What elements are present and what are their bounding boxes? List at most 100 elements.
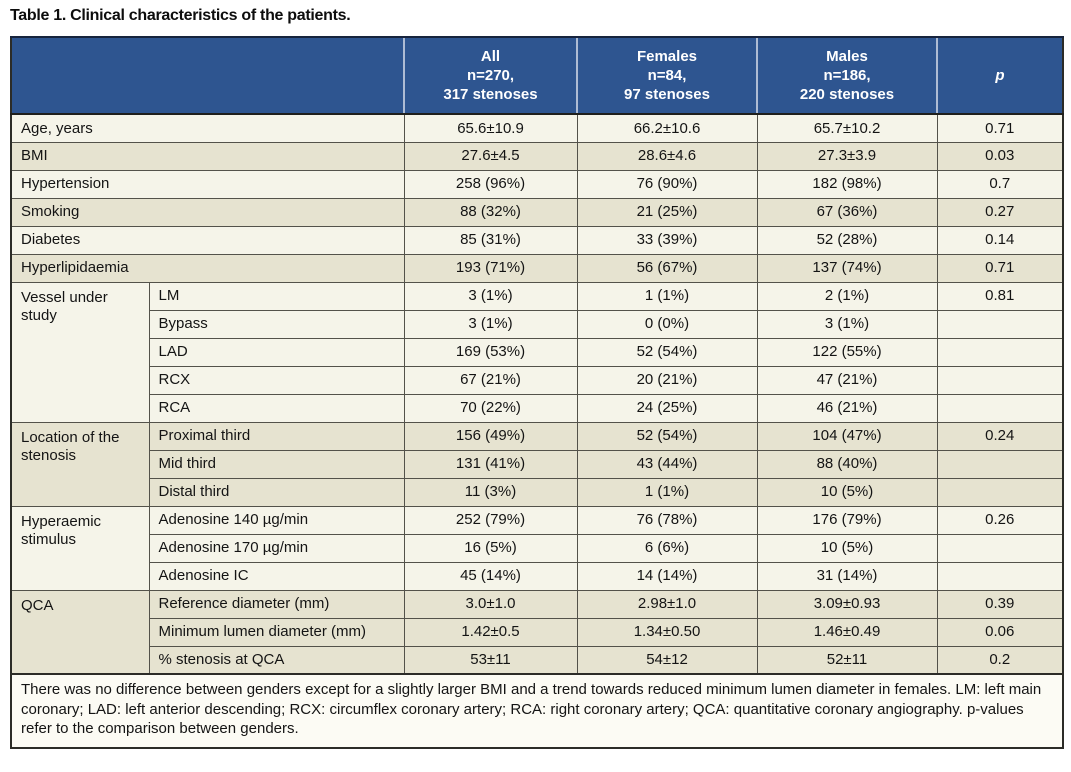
cell-females: 66.2±10.6 xyxy=(576,113,758,143)
table-footnote: There was no difference between genders … xyxy=(11,673,1063,748)
cell-all: 252 (79%) xyxy=(403,505,578,535)
cell-females: 21 (25%) xyxy=(576,197,758,227)
row-label: Hyperlipidaemia xyxy=(10,253,405,283)
cell-p xyxy=(936,561,1064,591)
row-label: Age, years xyxy=(10,113,405,143)
cell-males: 2 (1%) xyxy=(756,281,938,311)
cell-males: 31 (14%) xyxy=(756,561,938,591)
cell-females: 6 (6%) xyxy=(576,533,758,563)
sub-label: Distal third xyxy=(148,477,405,507)
table-header: All n=270, 317 stenoses Females n=84, 97… xyxy=(11,36,1063,115)
table-row: QCA Reference diameter (mm) 3.0±1.0 2.98… xyxy=(10,589,1064,675)
cell-females: 56 (67%) xyxy=(576,253,758,283)
sub-label: Adenosine 140 µg/min xyxy=(148,505,405,535)
cell-males: 10 (5%) xyxy=(756,477,938,507)
cell-males: 47 (21%) xyxy=(756,365,938,395)
cell-p xyxy=(936,365,1064,395)
row-label: Smoking xyxy=(10,197,405,227)
table-row: Bypass 3 (1%) 0 (0%) 3 (1%) xyxy=(11,309,1064,339)
table-row: Adenosine IC 45 (14%) 14 (14%) 31 (14%) xyxy=(11,561,1064,591)
row-label: BMI xyxy=(10,141,405,171)
table-row: Location of the stenosis Proximal third … xyxy=(10,421,1064,507)
cell-all: 3 (1%) xyxy=(403,281,578,311)
cell-females: 24 (25%) xyxy=(576,393,758,423)
cell-p: 0.81 xyxy=(936,281,1064,311)
header-blank-cell xyxy=(11,36,404,115)
table-footnote-row: There was no difference between genders … xyxy=(11,673,1063,748)
cell-p: 0.24 xyxy=(936,421,1064,451)
sub-label: Minimum lumen diameter (mm) xyxy=(148,617,405,647)
cell-all: 131 (41%) xyxy=(403,449,578,479)
header-col-p: p xyxy=(936,36,1063,115)
cell-all: 65.6±10.9 xyxy=(403,113,578,143)
sub-label: Adenosine IC xyxy=(148,561,405,591)
cell-all: 3 (1%) xyxy=(403,309,578,339)
cell-p: 0.26 xyxy=(936,505,1064,535)
cell-p: 0.39 xyxy=(936,589,1064,619)
sub-label: LM xyxy=(148,281,405,311)
row-label: Diabetes xyxy=(10,225,405,255)
cell-p xyxy=(936,393,1064,423)
table-row: Smoking 88 (32%) 21 (25%) 67 (36%) 0.27 xyxy=(10,197,1064,227)
group-label-hyperaemic: Hyperaemic stimulus xyxy=(10,505,150,591)
sub-label: % stenosis at QCA xyxy=(148,645,405,675)
cell-females: 28.6±4.6 xyxy=(576,141,758,171)
cell-p xyxy=(936,477,1064,507)
cell-p: 0.71 xyxy=(936,113,1064,143)
table-row: % stenosis at QCA 53±11 54±12 52±11 0.2 xyxy=(11,645,1064,675)
cell-p xyxy=(936,309,1064,339)
cell-females: 43 (44%) xyxy=(576,449,758,479)
cell-all: 3.0±1.0 xyxy=(403,589,578,619)
cell-females: 0 (0%) xyxy=(576,309,758,339)
cell-all: 16 (5%) xyxy=(403,533,578,563)
sub-label: Reference diameter (mm) xyxy=(148,589,405,619)
cell-all: 27.6±4.5 xyxy=(403,141,578,171)
cell-p: 0.27 xyxy=(936,197,1064,227)
cell-all: 67 (21%) xyxy=(403,365,578,395)
table-row: Hyperaemic stimulus Adenosine 140 µg/min… xyxy=(10,505,1064,591)
cell-p: 0.06 xyxy=(936,617,1064,647)
cell-all: 156 (49%) xyxy=(403,421,578,451)
cell-males: 27.3±3.9 xyxy=(756,141,938,171)
cell-p: 0.71 xyxy=(936,253,1064,283)
cell-females: 33 (39%) xyxy=(576,225,758,255)
sub-label: Bypass xyxy=(148,309,405,339)
cell-all: 85 (31%) xyxy=(403,225,578,255)
cell-males: 122 (55%) xyxy=(756,337,938,367)
cell-all: 45 (14%) xyxy=(403,561,578,591)
table-row: Distal third 11 (3%) 1 (1%) 10 (5%) xyxy=(11,477,1064,507)
cell-males: 1.46±0.49 xyxy=(756,617,938,647)
cell-all: 70 (22%) xyxy=(403,393,578,423)
cell-p xyxy=(936,337,1064,367)
cell-females: 52 (54%) xyxy=(576,337,758,367)
cell-males: 104 (47%) xyxy=(756,421,938,451)
cell-all: 1.42±0.5 xyxy=(403,617,578,647)
cell-females: 20 (21%) xyxy=(576,365,758,395)
group-label-vessel: Vessel under study xyxy=(10,281,150,423)
table-row: BMI 27.6±4.5 28.6±4.6 27.3±3.9 0.03 xyxy=(10,141,1064,171)
table-row: Diabetes 85 (31%) 33 (39%) 52 (28%) 0.14 xyxy=(10,225,1064,255)
table-row: LAD 169 (53%) 52 (54%) 122 (55%) xyxy=(11,337,1064,367)
cell-females: 1 (1%) xyxy=(576,477,758,507)
sub-label: Mid third xyxy=(148,449,405,479)
table-row: Age, years 65.6±10.9 66.2±10.6 65.7±10.2… xyxy=(10,113,1064,143)
header-col-females: Females n=84, 97 stenoses xyxy=(576,36,757,115)
cell-all: 169 (53%) xyxy=(403,337,578,367)
cell-females: 1.34±0.50 xyxy=(576,617,758,647)
cell-p xyxy=(936,449,1064,479)
sub-label: Proximal third xyxy=(148,421,405,451)
cell-p: 0.03 xyxy=(936,141,1064,171)
cell-males: 3.09±0.93 xyxy=(756,589,938,619)
cell-all: 258 (96%) xyxy=(403,169,578,199)
table-row: Adenosine 170 µg/min 16 (5%) 6 (6%) 10 (… xyxy=(11,533,1064,563)
cell-all: 193 (71%) xyxy=(403,253,578,283)
sub-label: LAD xyxy=(148,337,405,367)
cell-males: 137 (74%) xyxy=(756,253,938,283)
cell-p: 0.14 xyxy=(936,225,1064,255)
cell-females: 52 (54%) xyxy=(576,421,758,451)
table-row: Minimum lumen diameter (mm) 1.42±0.5 1.3… xyxy=(11,617,1064,647)
cell-females: 2.98±1.0 xyxy=(576,589,758,619)
cell-females: 54±12 xyxy=(576,645,758,675)
cell-males: 88 (40%) xyxy=(756,449,938,479)
